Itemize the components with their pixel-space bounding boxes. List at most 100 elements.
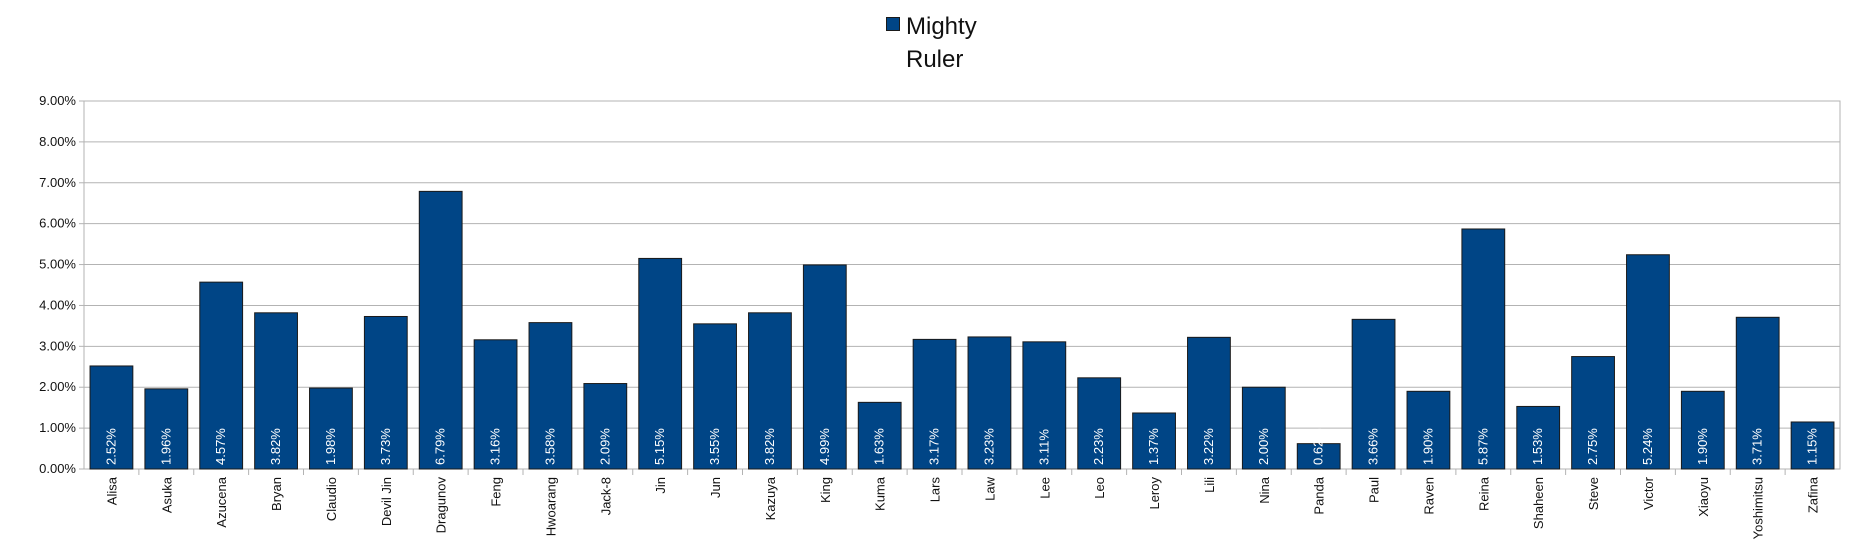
data-label: 3.22% [1201, 428, 1216, 465]
x-tick-label: Xiaoyu [1696, 477, 1711, 517]
x-tick-label: Kuma [873, 476, 888, 511]
data-label: 3.16% [488, 428, 503, 465]
data-label: 4.99% [817, 428, 832, 465]
x-tick-label: Kazuya [763, 476, 778, 520]
x-tick-label: Claudio [324, 477, 339, 521]
bar-lars [912, 338, 957, 470]
bar-xiaoyu [1680, 390, 1725, 470]
bar-paul [1351, 318, 1396, 470]
y-tick-label: 9.00% [39, 93, 76, 108]
x-tick-label: Hwoarang [543, 477, 558, 536]
legend: Mighty Ruler [0, 10, 1872, 76]
data-label: 3.17% [927, 428, 942, 465]
y-tick-label: 5.00% [39, 257, 76, 272]
bar-claudio [309, 387, 353, 470]
y-tick-label: 2.00% [39, 379, 76, 394]
data-label: 5.24% [1640, 428, 1655, 465]
x-tick-label: Dragunov [434, 477, 449, 534]
data-label: 5.15% [652, 428, 667, 465]
data-label: 2.09% [597, 428, 612, 465]
y-tick-label: 6.00% [39, 216, 76, 231]
x-tick-label: Reina [1476, 476, 1491, 511]
x-tick-label: King [818, 477, 833, 503]
data-label: 3.73% [378, 428, 393, 465]
x-tick-label: Alisa [104, 476, 119, 505]
bar-kazuya [748, 312, 792, 470]
data-label: 3.23% [981, 428, 996, 465]
bar-king [802, 264, 847, 470]
x-tick-label: Asuka [159, 476, 174, 513]
x-tick-label: Devil Jin [379, 477, 394, 526]
y-tick-label: 7.00% [39, 175, 76, 190]
x-tick-label: Steve [1586, 477, 1601, 510]
bar-bryan [254, 312, 298, 470]
data-label: 0.62% [1311, 428, 1326, 465]
bar-lili [1187, 336, 1231, 470]
data-label: 3.82% [762, 428, 777, 465]
y-tick-label: 4.00% [39, 297, 76, 312]
data-label: 3.58% [542, 428, 557, 465]
data-label: 1.90% [1695, 428, 1710, 465]
bar-zafina [1790, 421, 1835, 470]
data-label: 3.82% [268, 428, 283, 465]
x-tick-label: Jack-8 [598, 477, 613, 515]
x-tick-label: Shaheen [1531, 477, 1546, 529]
data-label: 3.71% [1750, 428, 1765, 465]
bar-azucena [199, 281, 244, 470]
data-label: 2.00% [1256, 428, 1271, 465]
x-tick-label: Jin [653, 477, 668, 494]
x-tick-label: Paul [1367, 477, 1382, 503]
bar-hwoarang [528, 322, 573, 470]
data-label: 1.37% [1146, 428, 1161, 465]
bar-kuma [857, 401, 902, 470]
data-label: 1.15% [1805, 428, 1820, 465]
legend-swatch [886, 17, 900, 31]
bar-panda [1296, 443, 1341, 470]
legend-label: Mighty Ruler [906, 13, 977, 73]
bar-leo [1077, 377, 1122, 470]
x-tick-label: Lars [928, 477, 943, 503]
x-tick-label: Yoshimitsu [1751, 477, 1766, 539]
data-label: 3.55% [707, 428, 722, 465]
bar-feng [473, 339, 518, 470]
bar-asuka [144, 388, 189, 470]
y-tick-label: 0.00% [39, 461, 76, 476]
x-tick-label: Bryan [269, 477, 284, 511]
x-tick-label: Lee [1037, 477, 1052, 499]
bar-devil-jin [363, 315, 408, 470]
data-label: 2.52% [103, 428, 118, 465]
bar-raven [1406, 390, 1451, 470]
bar-victor [1626, 254, 1670, 470]
bar-steve [1571, 356, 1615, 470]
y-tick-label: 1.00% [39, 420, 76, 435]
x-tick-label: Azucena [214, 476, 229, 527]
bar-yoshimitsu [1735, 316, 1780, 470]
x-tick-label: Zafina [1806, 476, 1821, 513]
data-label: 1.96% [158, 428, 173, 465]
x-tick-label: Leo [1092, 477, 1107, 499]
x-tick-label: Nina [1257, 476, 1272, 504]
x-tick-label: Leroy [1147, 477, 1162, 510]
bar-lee [1022, 341, 1067, 470]
x-tick-label: Lili [1202, 477, 1217, 493]
y-tick-label: 8.00% [39, 134, 76, 149]
x-tick-label: Feng [489, 477, 504, 507]
data-label: 1.53% [1530, 428, 1545, 465]
data-label: 3.11% [1036, 429, 1051, 465]
bar-alisa [89, 365, 134, 470]
bar-jin [638, 257, 683, 470]
legend-entry: Mighty Ruler [886, 10, 986, 76]
data-label: 1.98% [323, 428, 338, 465]
bar-dragunov [418, 190, 463, 470]
x-tick-label: Panda [1312, 476, 1327, 514]
data-label: 1.63% [872, 428, 887, 465]
data-label: 1.90% [1420, 428, 1435, 465]
bar-jack-8 [583, 383, 628, 470]
bar-reina [1461, 228, 1506, 470]
data-label: 2.75% [1585, 428, 1600, 465]
bar-shaheen [1516, 405, 1561, 470]
y-tick-label: 3.00% [39, 338, 76, 353]
x-tick-label: Jun [708, 477, 723, 498]
data-label: 3.66% [1366, 428, 1381, 465]
